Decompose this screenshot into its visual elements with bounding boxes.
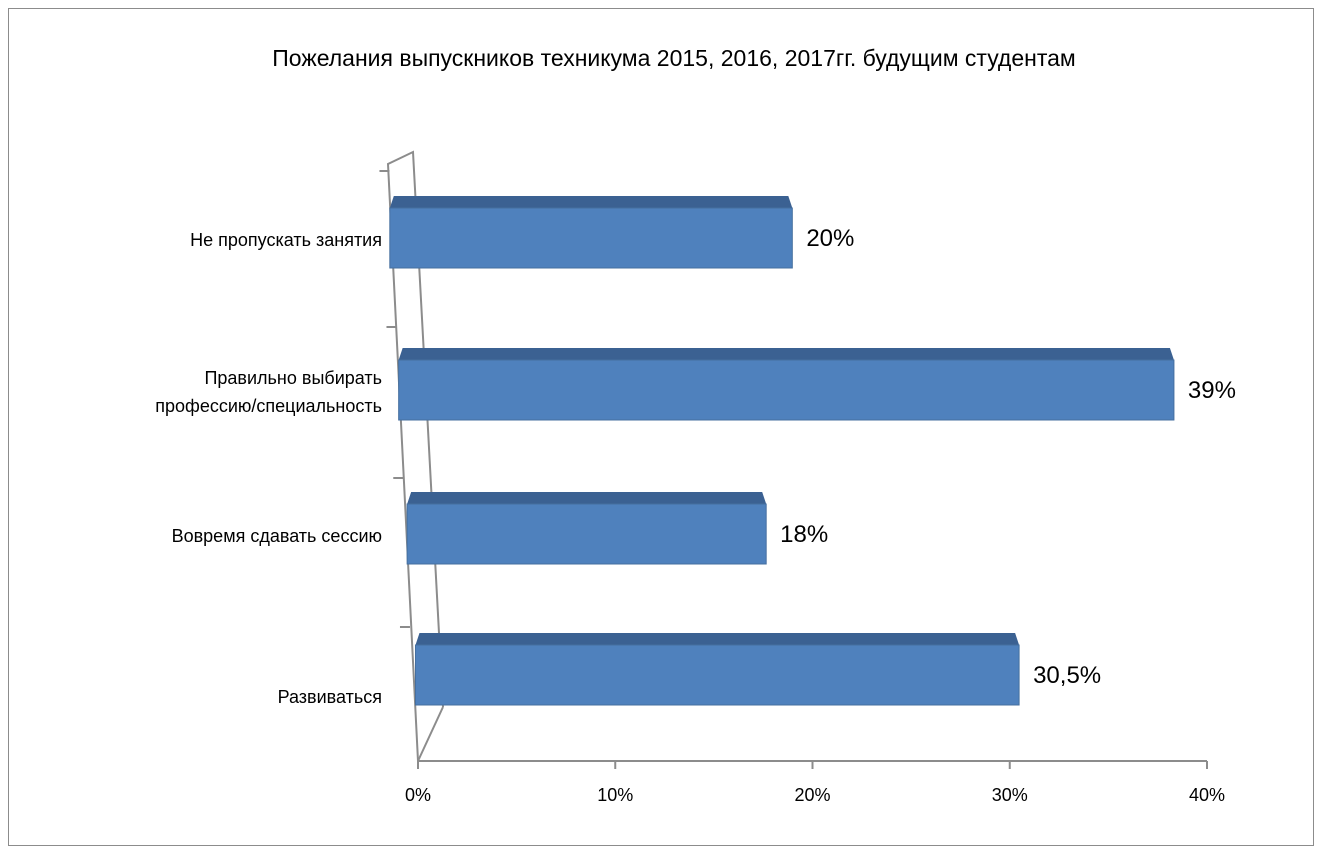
labels: 0% 10% 20% 30% 40% 20% Не пропускать занятия 39… — [155, 225, 1236, 805]
bar — [406, 503, 767, 565]
x-tick-label: 10% — [597, 785, 633, 805]
data-label: 20% — [806, 225, 854, 252]
bar-top-face — [415, 633, 1020, 645]
bar — [398, 359, 1175, 421]
bar — [389, 207, 793, 269]
category-label: профессию/специальность — [155, 396, 382, 416]
bar-chart: Пожелания выпускников техникума 2015, 20… — [155, 45, 1236, 805]
x-tick-label: 20% — [794, 785, 830, 805]
chart-frame: Пожелания выпускников техникума 2015, 20… — [8, 8, 1314, 846]
bar-top-face — [398, 348, 1174, 360]
category-label: Правильно выбирать — [204, 368, 382, 388]
x-tick-label: 30% — [992, 785, 1028, 805]
axis-floor-depth — [417, 706, 444, 762]
data-label: 18% — [780, 521, 828, 548]
axes — [379, 150, 1208, 769]
bar-top-face — [389, 196, 793, 208]
category-label: Вовремя сдавать сессию — [172, 526, 382, 546]
x-tick-label: 0% — [405, 785, 431, 805]
bars — [389, 196, 1175, 706]
bar — [414, 644, 1020, 706]
data-label: 39% — [1188, 377, 1236, 404]
bar-top-face — [407, 492, 767, 504]
chart-title: Пожелания выпускников техникума 2015, 20… — [272, 45, 1075, 71]
axis-wall — [386, 150, 444, 762]
category-label: Развиваться — [278, 687, 382, 707]
x-tick-label: 40% — [1189, 785, 1225, 805]
data-label: 30,5% — [1033, 662, 1101, 689]
category-label: Не пропускать занятия — [190, 230, 382, 250]
